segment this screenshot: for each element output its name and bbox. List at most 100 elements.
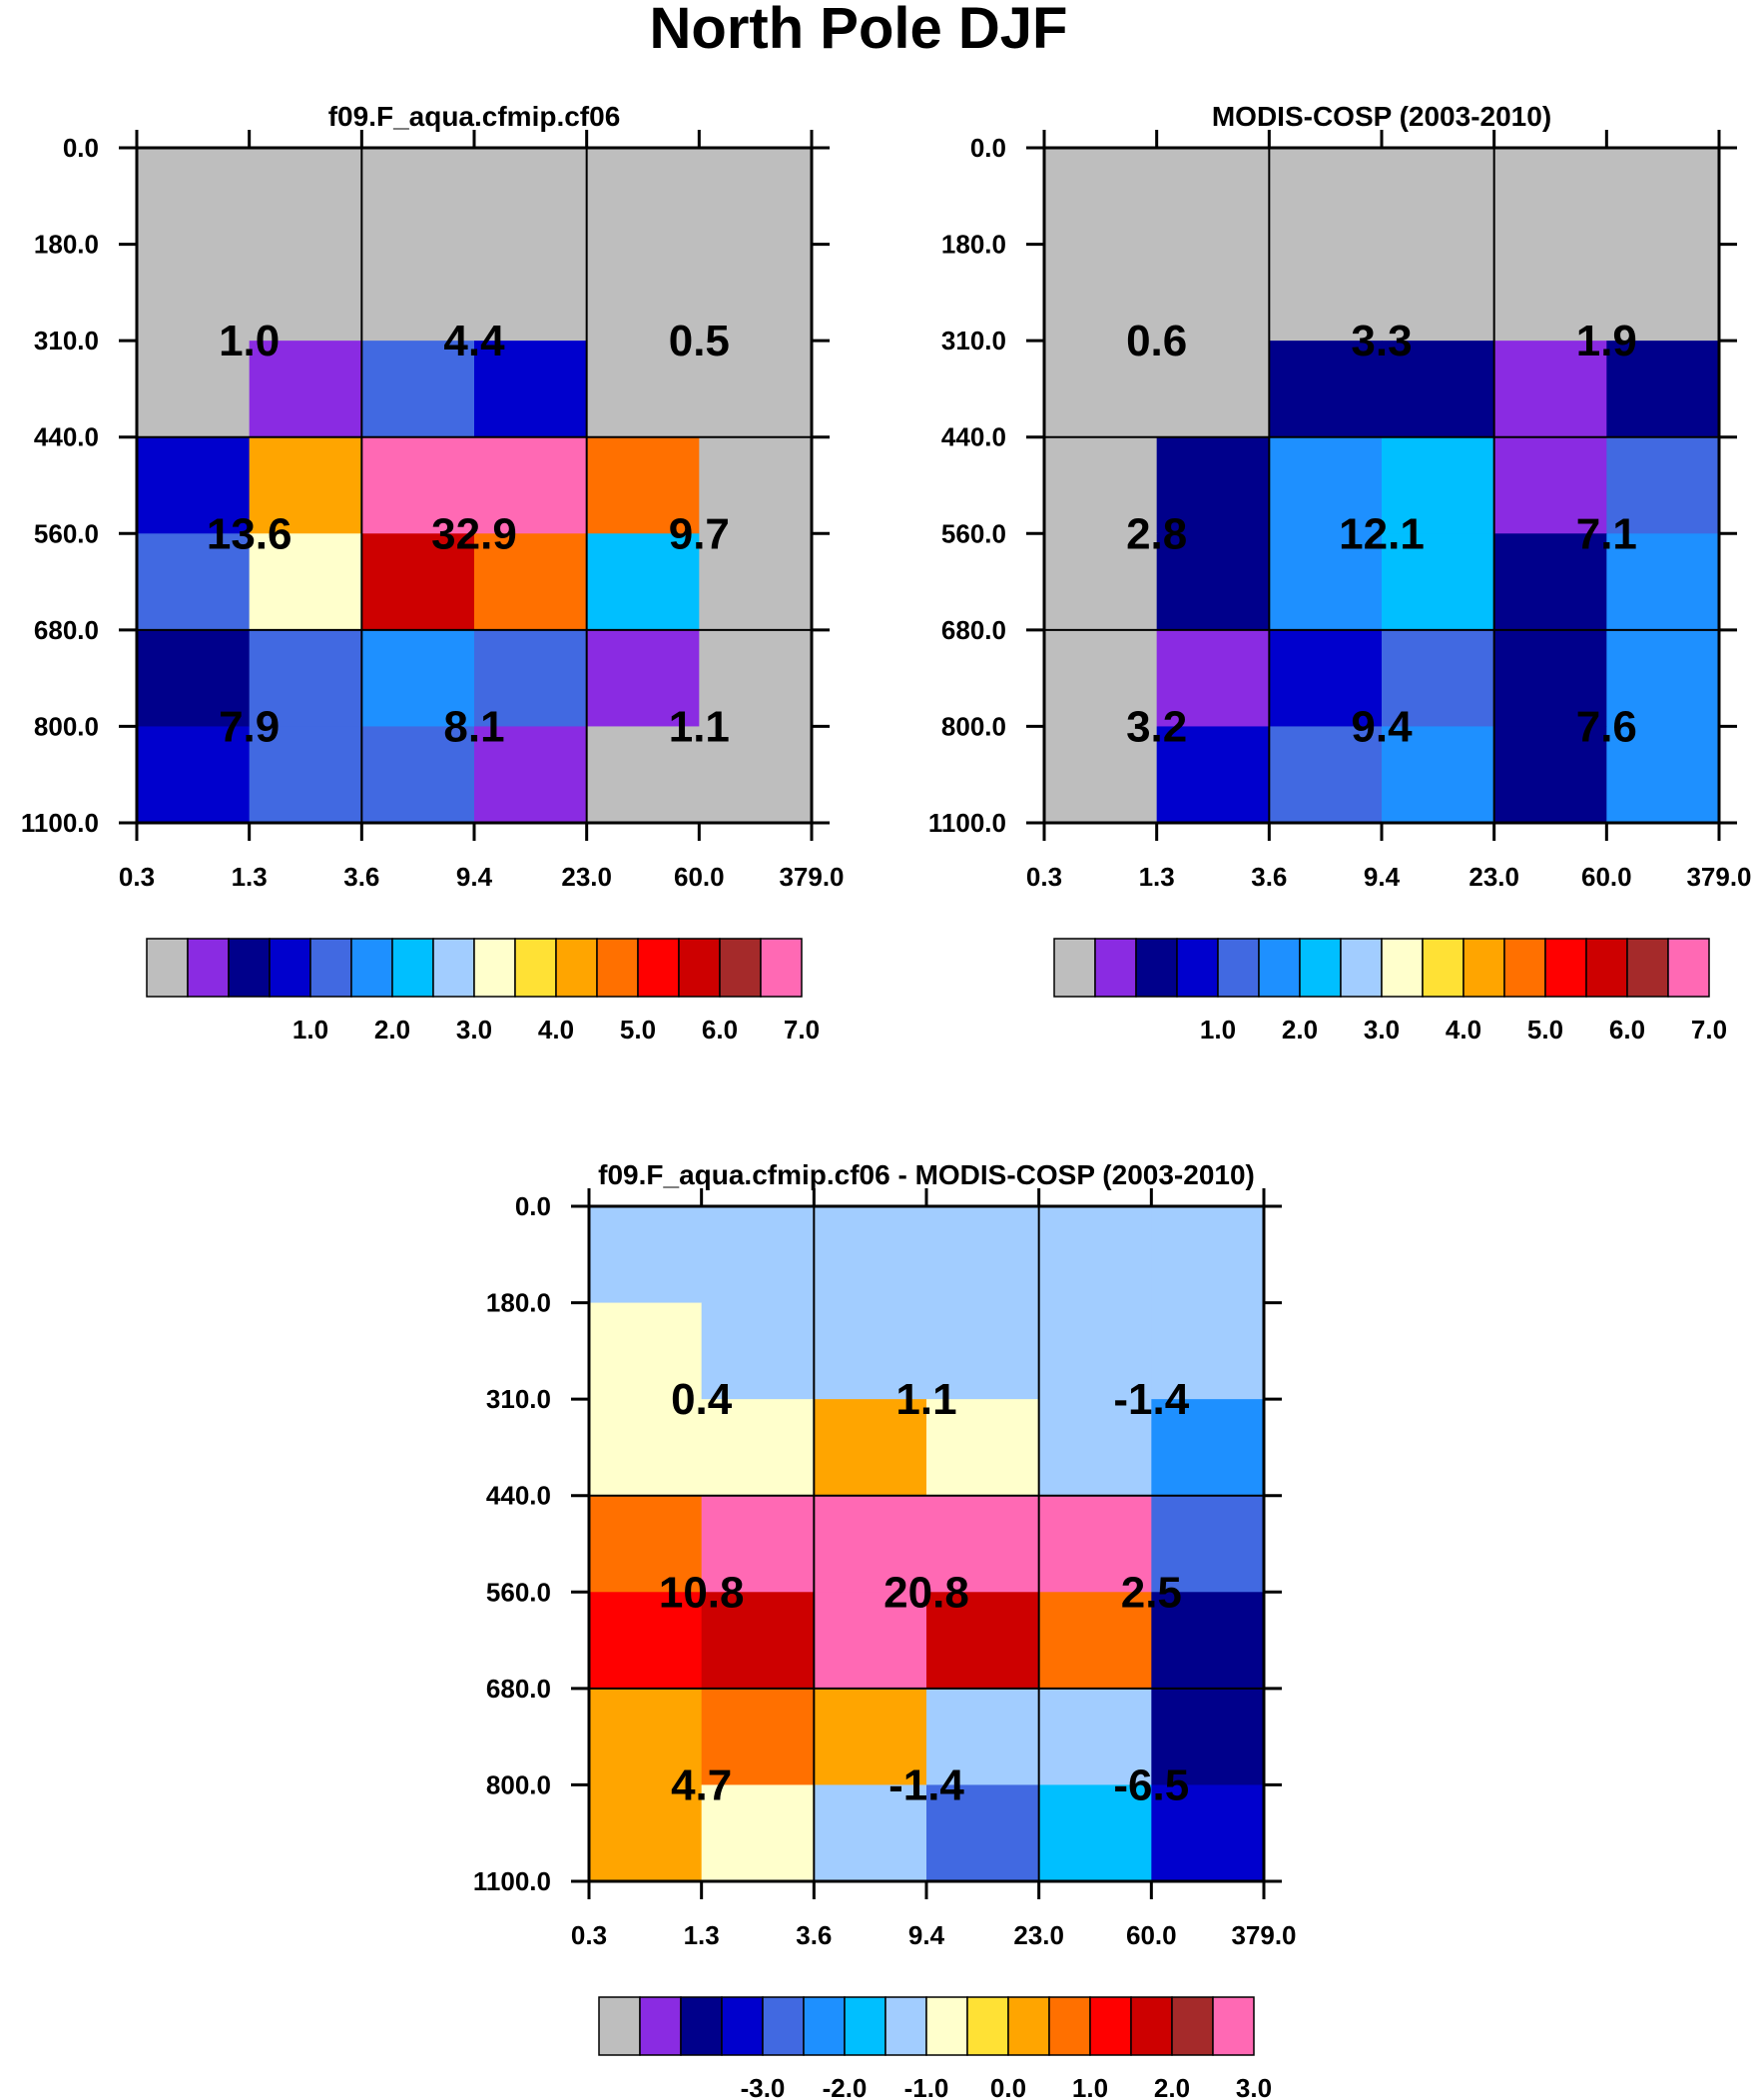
heatmap-cell (1606, 436, 1720, 534)
heatmap-cell (1038, 1302, 1152, 1400)
y-tick-label: 800.0 (486, 1769, 551, 1799)
heatmap-cell (1038, 1206, 1152, 1304)
heatmap-cell (586, 436, 700, 534)
colorbar-swatch (762, 1996, 805, 2056)
heatmap-cell (814, 1206, 927, 1304)
heatmap-cell (1493, 629, 1607, 728)
heatmap-cell (474, 244, 588, 342)
colorbar-swatch (269, 938, 311, 998)
colorbar-swatch (1258, 938, 1301, 998)
heatmap-cell (1606, 726, 1720, 824)
heatmap-cell (1606, 533, 1720, 631)
heatmap-cell (589, 1302, 703, 1400)
cell-group-label: -1.4 (1113, 1375, 1189, 1424)
colorbar-label: 6.0 (702, 1015, 738, 1045)
heatmap-cell (1038, 1688, 1152, 1786)
heatmap-cell (701, 1592, 815, 1690)
heatmap-cell (814, 1592, 927, 1690)
cell-group-label: 1.9 (1576, 317, 1637, 365)
heatmap-cell (361, 148, 475, 246)
y-tick-label: 560.0 (941, 518, 1006, 548)
colorbar-label: 3.0 (1236, 2073, 1272, 2100)
colorbar-swatch (598, 1996, 641, 2056)
panel-title: f09.F_aqua.cfmip.cf06 (328, 101, 621, 132)
x-tick-label: 9.4 (908, 1920, 945, 1950)
colorbar-swatch (637, 938, 680, 998)
colorbar-swatch (1094, 938, 1137, 998)
colorbar-label: 7.0 (784, 1015, 820, 1045)
heatmap-cell (1382, 726, 1495, 824)
heatmap-cell (1269, 341, 1383, 438)
y-tick-label: 1100.0 (928, 808, 1006, 838)
heatmap-cell (926, 1592, 1040, 1690)
heatmap-cell (699, 436, 813, 534)
cell-group-label: 0.6 (1126, 317, 1187, 365)
heatmap-cell (1606, 148, 1720, 246)
heatmap-cell (589, 1688, 703, 1786)
heatmap-cell (1606, 244, 1720, 342)
heatmap-cell (589, 1495, 703, 1593)
colorbar-label: 0.0 (990, 2073, 1026, 2100)
heatmap-cell (1606, 341, 1720, 438)
heatmap-cell (701, 1399, 815, 1497)
y-tick-label: 310.0 (486, 1384, 551, 1414)
heatmap-cell (701, 1495, 815, 1593)
cell-group-label: 13.6 (207, 509, 293, 558)
cell-group-label: 1.1 (895, 1375, 956, 1424)
x-tick-label: 9.4 (456, 862, 493, 892)
colorbar-label: 3.0 (456, 1015, 492, 1045)
colorbar-swatch (680, 1996, 723, 2056)
heatmap-cell (699, 726, 813, 824)
heatmap-cell (1038, 1399, 1152, 1497)
colorbar-label: 1.0 (1200, 1015, 1236, 1045)
cell-group-label: 3.3 (1351, 317, 1412, 365)
y-tick-label: 680.0 (34, 615, 99, 645)
heatmap-cell (589, 1784, 703, 1882)
heatmap-cell (474, 436, 588, 534)
colorbar-swatch (1176, 938, 1219, 998)
colorbar-swatch (1667, 938, 1710, 998)
colorbar-swatch (391, 938, 434, 998)
heatmap-cell (1044, 533, 1158, 631)
x-tick-label: 23.0 (1013, 1920, 1064, 1950)
colorbar-label: 4.0 (1446, 1015, 1481, 1045)
heatmap-cell (1151, 1302, 1265, 1400)
x-tick-label: 379.0 (1686, 862, 1751, 892)
heatmap-cell (249, 533, 362, 631)
heatmap-cell (137, 533, 251, 631)
x-tick-label: 1.3 (1139, 862, 1175, 892)
heatmap-cell (1044, 148, 1158, 246)
colorbar-swatch (1171, 1996, 1214, 2056)
heatmap-cell (699, 148, 813, 246)
colorbar-swatch (1503, 938, 1546, 998)
heatmap-cell (361, 726, 475, 824)
colorbar-label: -1.0 (904, 2073, 949, 2100)
heatmap-cell (1044, 244, 1158, 342)
cell-group-label: 0.5 (669, 317, 730, 365)
heatmap-cell (586, 629, 700, 728)
x-tick-label: 60.0 (674, 862, 725, 892)
heatmap-cell (361, 629, 475, 728)
heatmap-cell (589, 1206, 703, 1304)
colorbar-label: 3.0 (1364, 1015, 1400, 1045)
colorbar-label: 1.0 (293, 1015, 328, 1045)
heatmap-cell (1038, 1784, 1152, 1882)
colorbar-swatch (432, 938, 475, 998)
colorbar-label: 2.0 (1154, 2073, 1190, 2100)
heatmap-cell (586, 533, 700, 631)
heatmap-cell (701, 1688, 815, 1786)
colorbar-label: 1.0 (1072, 2073, 1108, 2100)
heatmap-cell (1269, 436, 1383, 534)
colorbar-label: 2.0 (1282, 1015, 1318, 1045)
heatmap-cell (137, 726, 251, 824)
cell-group-label: 9.7 (669, 509, 730, 558)
heatmap-cell (1156, 726, 1270, 824)
y-tick-label: 180.0 (486, 1288, 551, 1318)
cell-group-label: 2.8 (1126, 509, 1187, 558)
y-tick-label: 800.0 (34, 711, 99, 741)
y-tick-label: 680.0 (486, 1674, 551, 1704)
heatmap-cell (699, 341, 813, 438)
heatmap-cell (474, 726, 588, 824)
heatmap-cell (1606, 629, 1720, 728)
cell-group-label: 12.1 (1339, 509, 1425, 558)
